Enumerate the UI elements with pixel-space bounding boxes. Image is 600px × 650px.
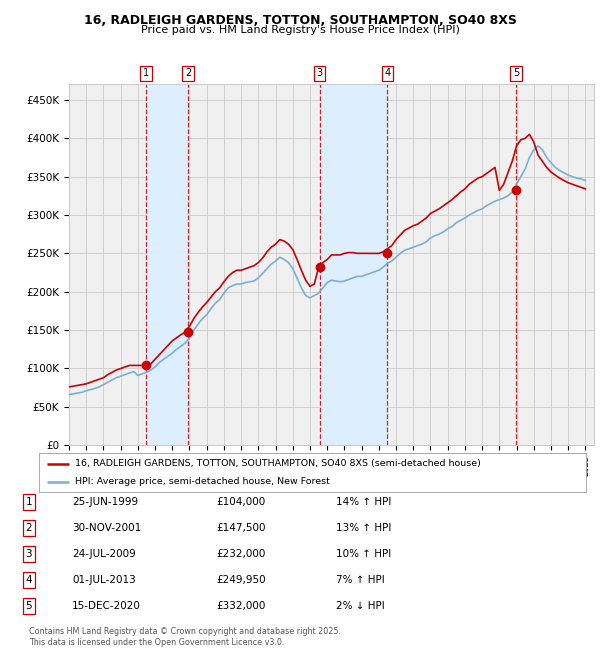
Text: £232,000: £232,000 — [216, 549, 265, 559]
Text: 1: 1 — [143, 68, 149, 79]
Text: 5: 5 — [513, 68, 519, 79]
Text: 2: 2 — [185, 68, 191, 79]
Text: 25-JUN-1999: 25-JUN-1999 — [72, 497, 138, 507]
Text: 13% ↑ HPI: 13% ↑ HPI — [336, 523, 391, 533]
Text: 2% ↓ HPI: 2% ↓ HPI — [336, 601, 385, 611]
Bar — [320, 84, 388, 445]
Text: HPI: Average price, semi-detached house, New Forest: HPI: Average price, semi-detached house,… — [74, 477, 329, 486]
Text: 4: 4 — [25, 575, 32, 585]
Text: Price paid vs. HM Land Registry's House Price Index (HPI): Price paid vs. HM Land Registry's House … — [140, 25, 460, 34]
Text: 5: 5 — [25, 601, 32, 611]
Text: 15-DEC-2020: 15-DEC-2020 — [72, 601, 141, 611]
Text: £147,500: £147,500 — [216, 523, 265, 533]
Text: 16, RADLEIGH GARDENS, TOTTON, SOUTHAMPTON, SO40 8XS (semi-detached house): 16, RADLEIGH GARDENS, TOTTON, SOUTHAMPTO… — [74, 459, 481, 468]
Text: 16, RADLEIGH GARDENS, TOTTON, SOUTHAMPTON, SO40 8XS: 16, RADLEIGH GARDENS, TOTTON, SOUTHAMPTO… — [83, 14, 517, 27]
Text: 01-JUL-2013: 01-JUL-2013 — [72, 575, 136, 585]
Text: 2: 2 — [25, 523, 32, 533]
Text: £249,950: £249,950 — [216, 575, 266, 585]
Text: 3: 3 — [25, 549, 32, 559]
Text: 3: 3 — [317, 68, 323, 79]
Text: Contains HM Land Registry data © Crown copyright and database right 2025.
This d: Contains HM Land Registry data © Crown c… — [29, 627, 341, 647]
Text: 10% ↑ HPI: 10% ↑ HPI — [336, 549, 391, 559]
Text: 4: 4 — [385, 68, 391, 79]
Text: 7% ↑ HPI: 7% ↑ HPI — [336, 575, 385, 585]
Text: 14% ↑ HPI: 14% ↑ HPI — [336, 497, 391, 507]
Text: £332,000: £332,000 — [216, 601, 265, 611]
Text: 24-JUL-2009: 24-JUL-2009 — [72, 549, 136, 559]
Text: 1: 1 — [25, 497, 32, 507]
Text: £104,000: £104,000 — [216, 497, 265, 507]
Text: 30-NOV-2001: 30-NOV-2001 — [72, 523, 141, 533]
Bar — [146, 84, 188, 445]
